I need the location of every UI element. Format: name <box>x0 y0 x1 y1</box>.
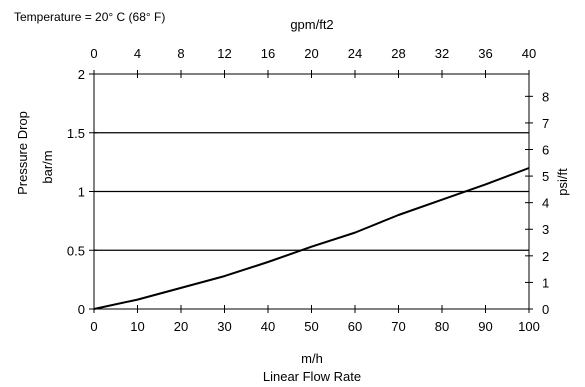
left-tick-label: 0.5 <box>67 243 85 258</box>
top-tick-label: 4 <box>134 46 141 61</box>
bottom-tick-label: 80 <box>435 319 449 334</box>
left-axis-label: Pressure Drop <box>15 111 30 195</box>
right-tick-label: 5 <box>542 169 549 184</box>
bottom-axis-unit: m/h <box>301 351 323 366</box>
bottom-tick-label: 50 <box>304 319 318 334</box>
bottom-axis: 0 10 20 30 40 50 60 70 80 90 100 <box>90 305 540 334</box>
top-tick-label: 0 <box>90 46 97 61</box>
top-tick-label: 16 <box>261 46 275 61</box>
top-axis-label: gpm/ft2 <box>290 17 333 32</box>
right-axis: 0 1 2 3 4 5 6 7 8 <box>525 89 549 317</box>
top-tick-label: 8 <box>177 46 184 61</box>
bottom-tick-label: 60 <box>348 319 362 334</box>
right-tick-label: 8 <box>542 89 549 104</box>
top-tick-label: 24 <box>348 46 362 61</box>
top-tick-label: 20 <box>304 46 318 61</box>
bottom-tick-label: 90 <box>478 319 492 334</box>
right-tick-label: 6 <box>542 142 549 157</box>
right-tick-label: 1 <box>542 275 549 290</box>
right-tick-label: 3 <box>542 222 549 237</box>
bottom-tick-label: 10 <box>130 319 144 334</box>
top-tick-label: 28 <box>391 46 405 61</box>
temperature-note: Temperature = 20° C (68° F) <box>14 10 165 24</box>
gridlines <box>94 132 529 251</box>
left-tick-label: 0 <box>78 302 85 317</box>
top-axis: 0 4 8 12 16 20 24 28 32 36 40 <box>90 46 536 78</box>
left-tick-label: 2 <box>78 67 85 82</box>
bottom-tick-label: 20 <box>174 319 188 334</box>
left-tick-label: 1 <box>78 185 85 200</box>
bottom-axis-label: Linear Flow Rate <box>263 369 361 384</box>
series-line-path <box>93 167 530 310</box>
bottom-tick-label: 30 <box>217 319 231 334</box>
bottom-tick-label: 0 <box>90 319 97 334</box>
left-axis: 0 0.5 1 1.5 2 <box>67 67 97 317</box>
right-tick-label: 4 <box>542 196 549 211</box>
top-tick-label: 32 <box>435 46 449 61</box>
bottom-tick-label: 100 <box>518 319 540 334</box>
top-tick-label: 36 <box>478 46 492 61</box>
left-tick-label: 1.5 <box>67 126 85 141</box>
series-line <box>93 167 530 310</box>
right-tick-label: 0 <box>542 302 549 317</box>
top-tick-label: 12 <box>217 46 231 61</box>
bottom-tick-label: 40 <box>261 319 275 334</box>
left-axis-unit: bar/m <box>40 150 55 183</box>
top-tick-label: 40 <box>522 46 536 61</box>
right-axis-label: psi/ft <box>555 168 570 196</box>
right-tick-label: 7 <box>542 116 549 131</box>
bottom-tick-label: 70 <box>391 319 405 334</box>
right-tick-label: 2 <box>542 249 549 264</box>
